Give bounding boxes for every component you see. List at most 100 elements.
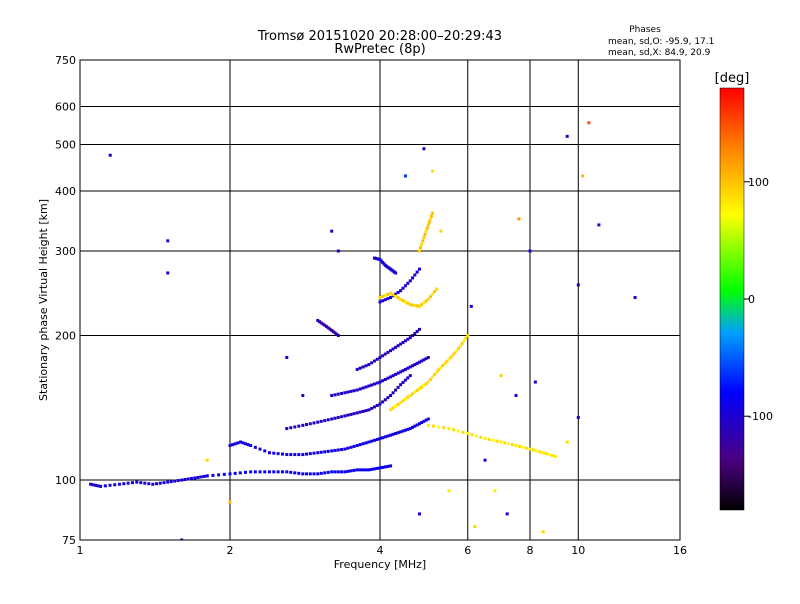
trace-point	[147, 482, 151, 486]
trace-point	[413, 424, 417, 428]
trace-point	[330, 417, 334, 421]
scatter-point	[108, 153, 112, 157]
trace-point	[241, 441, 245, 445]
scatter-point	[422, 147, 426, 151]
trace-point	[521, 445, 525, 449]
trace-point	[316, 318, 320, 322]
trace-point	[305, 472, 309, 476]
trace-point	[375, 466, 379, 470]
trace-point	[372, 467, 376, 471]
trace-point	[428, 378, 432, 382]
scatter-point	[205, 458, 209, 462]
trace-point	[186, 477, 190, 481]
trace-point	[420, 242, 424, 246]
trace-point	[417, 387, 421, 391]
data-marks	[89, 121, 637, 540]
stats-line-o: mean, sd,O: -95.9, 17.1	[608, 37, 714, 47]
trace-point	[358, 468, 362, 472]
trace-point	[349, 389, 353, 393]
trace-point	[458, 344, 462, 348]
trace-point	[89, 482, 93, 486]
trace-point	[280, 452, 284, 456]
trace-point	[491, 438, 495, 442]
trace-point	[544, 452, 548, 456]
trace-point	[415, 329, 419, 333]
trace-point	[408, 365, 412, 369]
trace-point	[408, 279, 412, 283]
trace-point	[233, 442, 237, 446]
colorbar	[719, 87, 745, 511]
trace-point	[406, 427, 410, 431]
trace-point	[202, 474, 206, 478]
trace-point	[394, 292, 398, 296]
trace-point	[403, 378, 407, 382]
trace-point	[401, 340, 405, 344]
trace-point	[349, 469, 353, 473]
trace-point	[396, 371, 400, 375]
trace-point	[411, 425, 415, 429]
trace-point	[399, 370, 403, 374]
trace-point	[323, 419, 327, 423]
trace-point	[411, 303, 415, 307]
trace-point	[352, 389, 356, 393]
trace-point	[396, 296, 400, 300]
trace-point	[361, 442, 365, 446]
trace-point	[470, 433, 474, 437]
trace-point	[319, 471, 323, 475]
trace-point	[451, 353, 455, 357]
trace-point	[263, 449, 267, 453]
trace-point	[389, 464, 393, 468]
x-tick-label: 1	[77, 544, 84, 557]
trace-point	[372, 382, 376, 386]
trace-point	[196, 475, 200, 479]
trace-point	[447, 357, 451, 361]
trace-point	[396, 431, 400, 435]
trace-point	[355, 411, 359, 415]
trace-point	[293, 425, 297, 429]
trace-point	[249, 444, 253, 448]
trace-point	[428, 217, 432, 221]
trace-point	[411, 364, 415, 368]
trace-point	[176, 479, 180, 483]
trace-point	[333, 416, 337, 420]
trace-point	[433, 372, 437, 376]
trace-point	[428, 295, 432, 299]
trace-point	[413, 273, 417, 277]
trace-point	[323, 323, 327, 327]
trace-point	[406, 301, 410, 305]
trace-point	[336, 470, 340, 474]
trace-point	[383, 352, 387, 356]
scatter-point	[565, 440, 569, 444]
trace-point	[126, 481, 130, 485]
scatter-point	[541, 530, 545, 534]
trace-point	[343, 414, 347, 418]
trace-point	[413, 390, 417, 394]
trace-point	[231, 443, 235, 447]
x-tick-label: 10	[571, 544, 585, 557]
x-tick-label: 2	[227, 544, 234, 557]
trace-point	[340, 470, 344, 474]
trace-point	[528, 447, 532, 451]
trace-point	[370, 439, 374, 443]
trace-point	[312, 451, 316, 455]
trace-point	[495, 439, 499, 443]
trace-point	[340, 415, 344, 419]
trace-point	[411, 334, 415, 338]
trace-point	[285, 427, 289, 431]
trace-point	[293, 453, 297, 457]
trace-point	[217, 473, 221, 477]
trace-point	[394, 432, 398, 436]
trace-point	[474, 434, 478, 438]
trace-point	[378, 437, 382, 441]
trace-point	[461, 430, 465, 434]
trace-point	[420, 359, 424, 363]
trace-point	[394, 345, 398, 349]
trace-point	[547, 453, 551, 457]
trace-point	[413, 363, 417, 367]
trace-point	[453, 351, 457, 355]
trace-point	[420, 303, 424, 307]
trace-point	[308, 472, 312, 476]
scatter-point	[576, 283, 580, 287]
trace-point	[452, 428, 456, 432]
